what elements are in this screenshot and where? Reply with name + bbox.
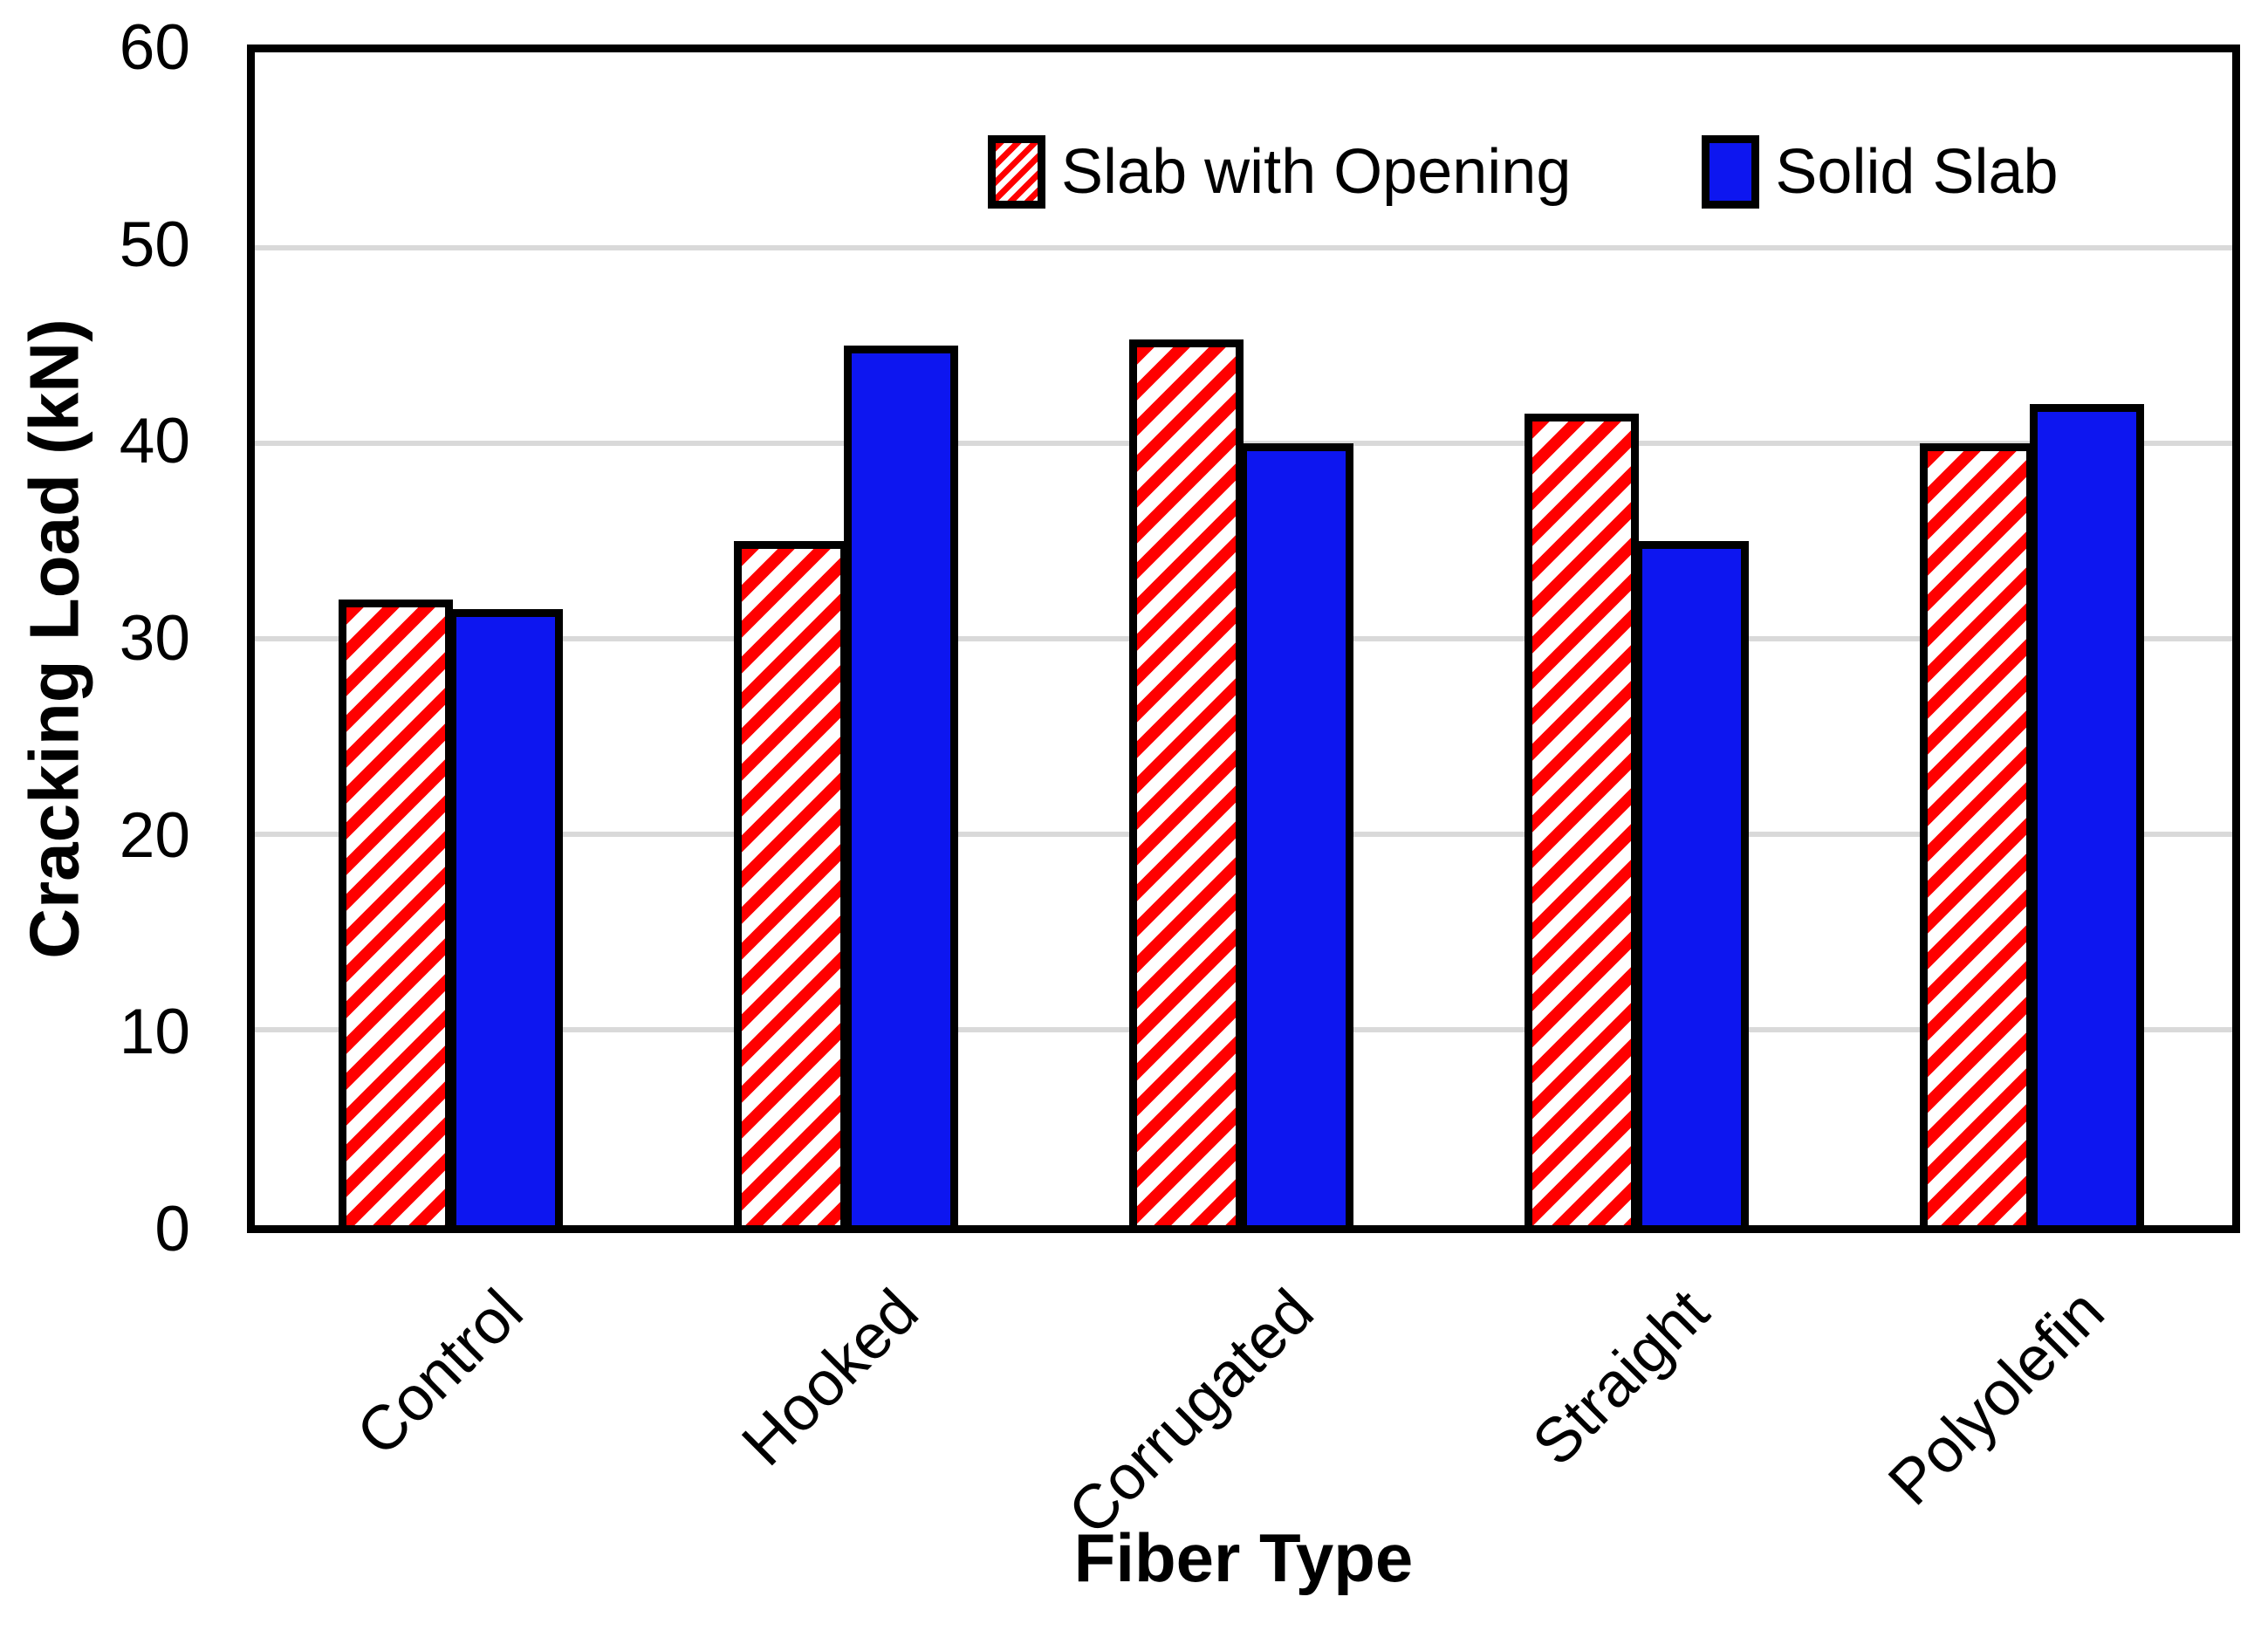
legend-swatch-solid-slab <box>1702 135 1760 209</box>
y-tick-label-0: 0 <box>154 1194 190 1264</box>
y-tick-label-10: 10 <box>119 997 190 1068</box>
bar-solid-slab-hooked <box>843 346 958 1233</box>
x-tick-label-control: Control <box>343 1276 536 1470</box>
y-tick-label-20: 20 <box>119 799 190 871</box>
bar-slab-with-opening-polyolefin <box>1920 443 2035 1233</box>
y-tick-label-30: 30 <box>119 603 190 674</box>
bar-solid-slab-straight <box>1634 541 1750 1233</box>
bar-slab-with-opening-corrugated <box>1129 339 1244 1233</box>
bar-slab-with-opening-control <box>338 600 453 1233</box>
x-tick-label-polyolefin: Polyolefin <box>1875 1276 2118 1519</box>
legend: Slab with Opening Solid Slab <box>988 135 2059 209</box>
gridline-50 <box>255 245 2232 250</box>
y-tick-label-50: 50 <box>119 209 190 280</box>
x-tick-label-corrugated: Corrugated <box>1054 1276 1327 1548</box>
bar-slab-with-opening-hooked <box>733 541 848 1233</box>
y-tick-label-60: 60 <box>119 12 190 83</box>
x-axis-title: Fiber Type <box>1073 1519 1414 1596</box>
y-tick-label-40: 40 <box>119 406 190 477</box>
bar-solid-slab-polyolefin <box>2030 404 2145 1233</box>
legend-label-slab-with-opening: Slab with Opening <box>1061 137 1572 207</box>
legend-item-solid-slab: Solid Slab <box>1702 135 2059 209</box>
legend-item-slab-with-opening: Slab with Opening <box>988 135 1571 209</box>
x-tick-label-straight: Straight <box>1519 1276 1723 1479</box>
x-tick-label-hooked: Hooked <box>729 1276 932 1479</box>
legend-label-solid-slab: Solid Slab <box>1775 137 2059 207</box>
plot-area: Slab with Opening Solid Slab <box>247 45 2240 1233</box>
bar-slab-with-opening-straight <box>1525 414 1640 1233</box>
bar-solid-slab-control <box>448 609 563 1233</box>
bar-solid-slab-corrugated <box>1239 443 1353 1233</box>
legend-swatch-slab-with-opening <box>988 135 1045 209</box>
